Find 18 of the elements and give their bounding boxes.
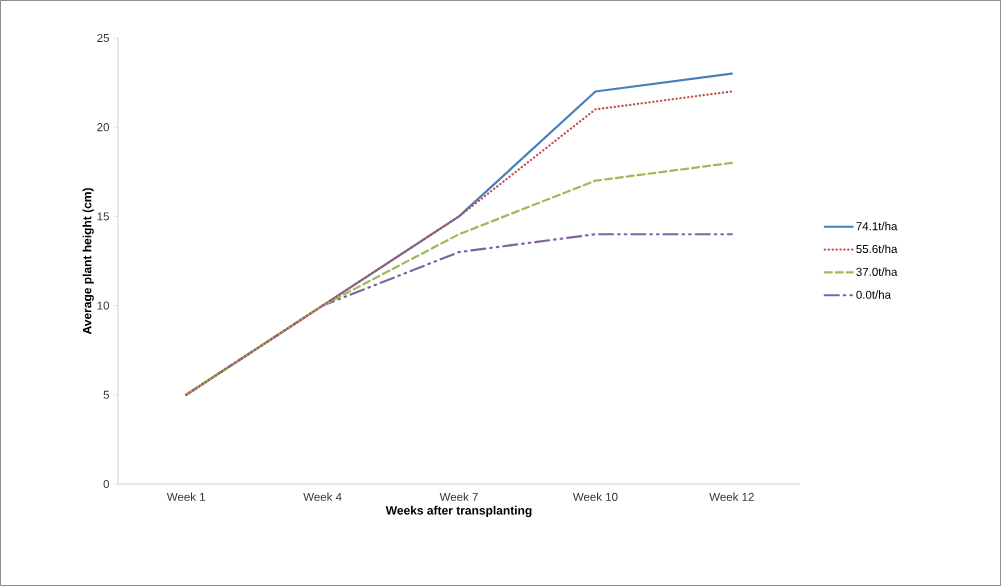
line-series (185, 161, 733, 396)
y-tick-label: 5 (103, 390, 109, 399)
x-tick-label: Week 12 (709, 492, 754, 501)
x-tick-label: Week 4 (303, 492, 342, 501)
x-tick-label: Week 1 (166, 492, 206, 501)
y-tick-label: 25 (97, 33, 109, 43)
x-axis-title: Weeks after transplanting (385, 505, 532, 518)
x-tick-label: Week 7 (439, 492, 478, 501)
y-tick-label: 20 (97, 123, 110, 132)
legend-label: 37.0t/ha (856, 267, 898, 276)
y-tick-label: 0 (103, 479, 110, 489)
legend-label: 55.6t/ha (856, 244, 898, 254)
y-tick-label: 15 (97, 212, 109, 221)
y-tick-label: 10 (97, 301, 110, 310)
y-axis-title: Average plant height (cm) (82, 188, 94, 335)
legend-label: 0.0t/ha (856, 290, 892, 299)
x-tick-label: Week 10 (572, 492, 618, 501)
legend-label: 74.1t/ha (856, 221, 898, 231)
